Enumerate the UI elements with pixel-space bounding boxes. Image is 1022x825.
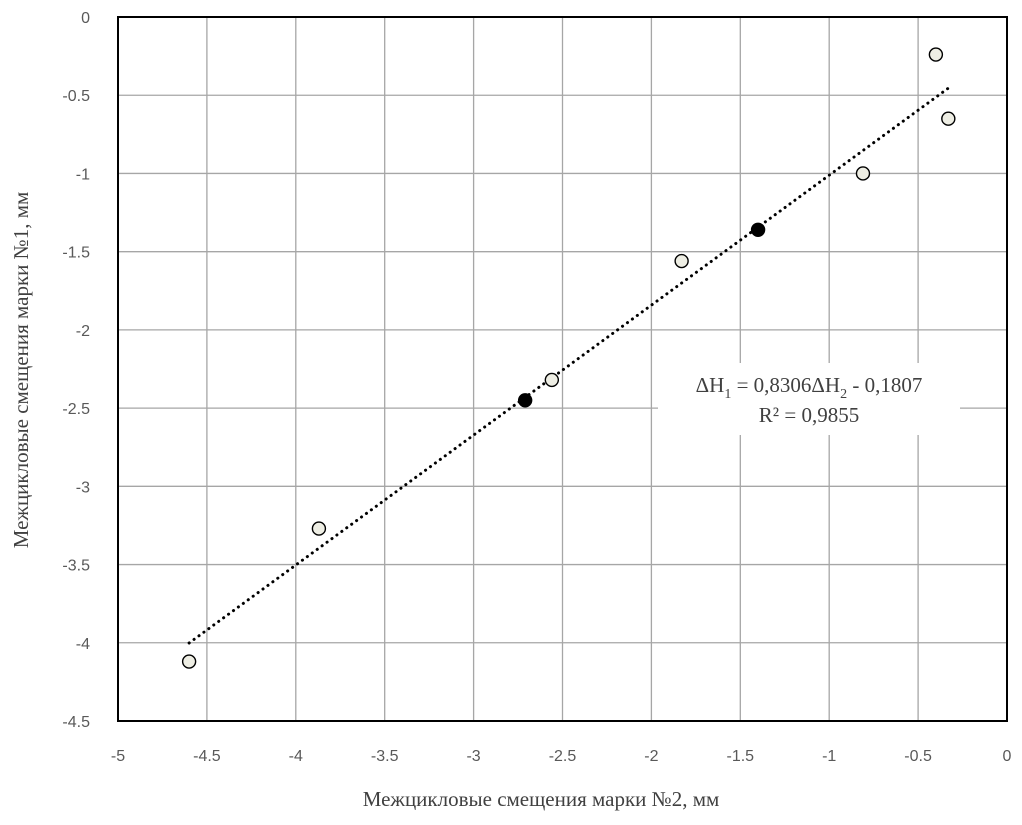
x-tick-label: 0 bbox=[1003, 748, 1012, 765]
equation-background bbox=[658, 363, 960, 435]
y-tick-label: -4 bbox=[76, 636, 90, 653]
y-tick-label: -4.5 bbox=[62, 714, 90, 731]
filled-data-point bbox=[517, 393, 533, 408]
open-data-point bbox=[181, 654, 197, 669]
y-tick-label: -3 bbox=[76, 479, 90, 496]
open-data-point bbox=[855, 166, 871, 181]
x-tick-label: -2.5 bbox=[549, 748, 577, 765]
x-axis-title: Межцикловые смещения марки №2, мм bbox=[363, 787, 720, 811]
open-data-point bbox=[544, 372, 560, 388]
y-axis-title: Межцикловые смещения марки №1, мм bbox=[9, 192, 33, 549]
filled-data-point bbox=[750, 222, 766, 237]
trendline bbox=[187, 86, 950, 645]
equation-annotation: ΔH1 = 0,8306ΔH2 - 0,1807 R² = 0,9855 bbox=[658, 363, 960, 435]
x-tick-label: -1.5 bbox=[727, 748, 755, 765]
x-tick-label: -5 bbox=[111, 748, 125, 765]
data-points bbox=[181, 47, 956, 669]
y-tick-label: -2 bbox=[76, 323, 90, 340]
x-tick-label: -4 bbox=[289, 748, 303, 765]
trendline-group bbox=[187, 86, 950, 645]
y-tick-labels: 0 -0.5 -1 -1.5 -2 -2.5 -3 -3.5 -4 -4.5 bbox=[62, 10, 90, 731]
x-tick-label: -1 bbox=[822, 748, 836, 765]
y-tick-label: 0 bbox=[81, 10, 90, 27]
y-tick-label: -3.5 bbox=[62, 558, 90, 575]
open-data-point bbox=[941, 111, 956, 126]
y-tick-label: -2.5 bbox=[62, 401, 90, 418]
trendline-equation: ΔH1 = 0,8306ΔH2 - 0,1807 bbox=[696, 373, 923, 402]
x-tick-label: -2 bbox=[644, 748, 658, 765]
y-tick-label: -0.5 bbox=[62, 88, 90, 105]
x-tick-label: -0.5 bbox=[904, 748, 932, 765]
x-tick-label: -4.5 bbox=[193, 748, 221, 765]
y-tick-label: -1.5 bbox=[62, 245, 90, 262]
open-data-point bbox=[311, 521, 327, 536]
y-tick-label: -1 bbox=[76, 166, 90, 183]
r-squared-label: R² = 0,9855 bbox=[759, 403, 859, 427]
x-tick-label: -3 bbox=[466, 748, 480, 765]
plot-area-frame bbox=[117, 16, 1008, 722]
x-tick-labels: -5 -4.5 -4 -3.5 -3 -2.5 -2 -1.5 -1 -0.5 0 bbox=[111, 748, 1012, 765]
x-tick-label: -3.5 bbox=[371, 748, 399, 765]
open-data-point bbox=[674, 253, 689, 269]
open-data-point bbox=[928, 47, 944, 62]
